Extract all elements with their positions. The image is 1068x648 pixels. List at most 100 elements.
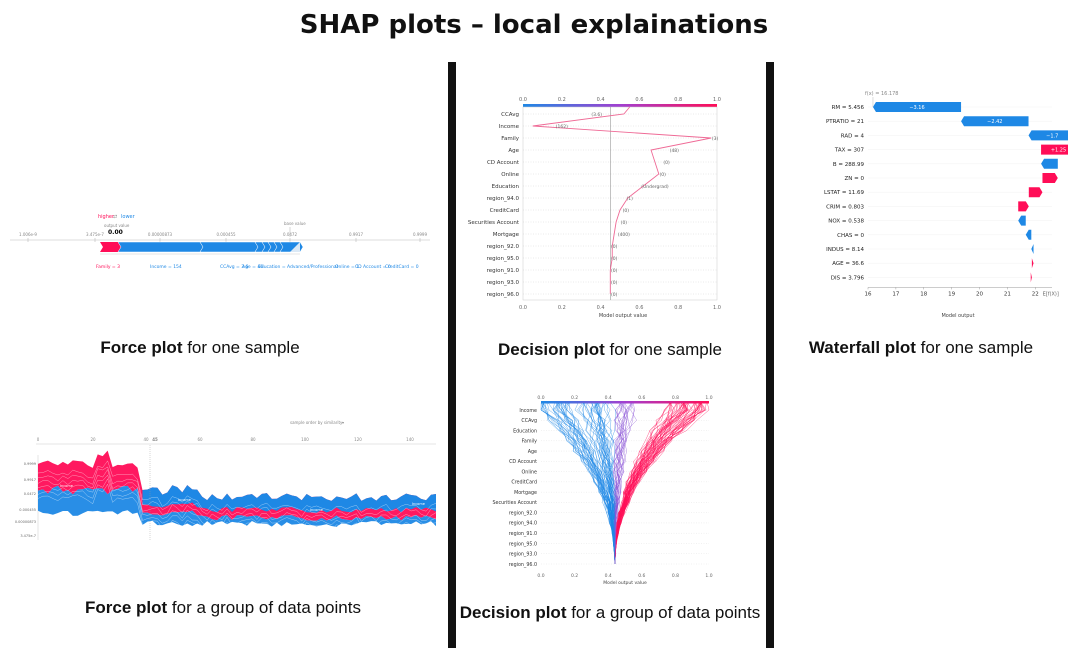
fg-y-tick: 0.00000873 [15,520,36,524]
d1-value-label: (3) [712,136,719,142]
force-blue-feature: CD Account = 0 [355,264,391,270]
page-title: SHAP plots – local explainations [299,10,769,40]
wf-x-tick: 20 [976,291,983,297]
d1-top-tick: 0.2 [558,97,566,103]
d2-decision-line [614,402,701,565]
d2-bottom-tick: 1.0 [705,573,712,579]
fg-y-tick: 0.9917 [24,478,36,482]
wf-x-tick: 19 [948,291,955,297]
d2-decision-line [614,402,703,565]
fg-blue-area-upper [142,485,436,513]
d2-decision-line [558,402,616,565]
force-axis-tick-label: 0.9999 [413,232,427,237]
fg-y-tick: 3.475e-7 [20,534,36,538]
wf-feature-label: LSTAT = 11.69 [824,190,865,196]
wf-bar [961,116,1029,127]
fg-top-tick: 20 [90,437,96,442]
wf-bar [1041,158,1058,169]
wf-feature-label: ZN = 0 [845,176,865,182]
force-red-feature: Family = 3 [96,264,120,270]
fg-y-tick: 0.000455 [19,508,36,512]
wf-bar [1018,215,1026,226]
d1-value-label: (0) [611,244,618,250]
d1-feature-label: region_94.0 [487,196,520,202]
fg-top-tick: 45 [152,437,158,442]
d2-feature-label: CreditCard [511,480,537,486]
d2-feature-label: region_96.0 [509,562,537,568]
wf-x-tick: 17 [892,291,899,297]
fg-top-tick: 40 [143,437,149,442]
d1-value-label: (48) [670,148,679,154]
force-axis-tick-label: 0.000455 [216,232,236,237]
wf-bar [1031,258,1034,269]
decision-group-xlabel: Model output value [603,580,647,586]
d2-decision-line [612,402,627,565]
force-blue-tail [290,242,300,252]
d2-decision-line [554,402,616,565]
force-plot-one-sample: higher ⇄ lower output value 0.00 base va… [10,214,430,270]
d1-value-label: (0) [663,160,670,166]
wf-feature-label: INDUS = 8.14 [826,247,864,253]
d1-top-tick: 1.0 [713,97,721,103]
wf-bar-label: −2.42 [987,119,1002,125]
caption-waterfall-one: Waterfall plot for one sample [808,338,1034,357]
wf-feature-label: AGE = 36.6 [832,261,864,267]
force-plot-group: sample order by similarity ▾ 0 20 40 45 60 80… [15,420,437,540]
fg-top-tick: 100 [301,437,309,442]
similarity-dropdown[interactable]: sample order by similarity [290,420,343,425]
d1-value-label: (0) [659,172,666,178]
d2-feature-label: Securities Account [492,500,537,506]
force-axis-tick-label: 0.9917 [349,232,363,237]
caption-force-one: Force plot for one sample [100,338,300,357]
d2-decision-line [614,402,702,565]
d1-value-label: (1) [627,196,634,202]
d1-bottom-tick: 0.6 [635,305,643,311]
d2-feature-label: Income [519,408,537,414]
d1-top-tick: 0.0 [519,97,527,103]
d1-feature-label: Securities Account [468,220,520,226]
d2-top-tick: 1.0 [705,395,712,401]
d2-top-tick: 0.6 [638,395,645,401]
d2-decision-line [614,402,702,565]
legend-arrow: ⇄ [113,214,117,220]
force-blue-feature: CreditCard = 0 [385,264,419,270]
d1-feature-label: CD Account [487,160,520,166]
d2-decision-line [614,402,683,565]
wf-bar [1041,144,1068,155]
wf-feature-label: RAD = 4 [841,133,865,139]
d1-top-tick: 0.8 [674,97,682,103]
wf-bar [1028,187,1043,198]
d2-decision-line [614,402,702,565]
decision-plot-one-sample: 0.0 0.2 0.4 0.6 0.8 1.0 CCAvg Income Family Age C… [468,97,721,319]
d2-top-tick: 0.2 [571,395,578,401]
d2-decision-line [555,402,616,565]
fg-area-label: Income [412,502,425,506]
d2-feature-label: region_91.0 [509,531,537,537]
d1-bottom-tick: 1.0 [713,305,721,311]
fg-y-tick: 0.9999 [24,462,36,466]
d2-decision-line [606,402,616,565]
d2-bottom-tick: 0.6 [638,573,645,579]
d2-colorbar [541,401,709,404]
d1-feature-label: region_92.0 [487,244,520,250]
base-value-label: base value [284,221,306,226]
wf-feature-label: CHAS = 0 [837,233,864,239]
d1-bottom-tick: 0.0 [519,305,527,311]
force-blue-feature: CCAvg = 3.6 [220,264,249,270]
legend-higher: higher [98,214,115,220]
d2-feature-label: region_92.0 [509,510,537,516]
force-axis-tick-label: 1.006e-9 [19,232,37,237]
d2-feature-label: CD Account [509,459,537,465]
d1-value-label: (162) [556,124,568,130]
force-blue-feature: Online = 1 [335,264,359,270]
dropdown-arrow-icon[interactable]: ▾ [342,420,344,425]
fg-top-tick: 80 [250,437,256,442]
waterfall-plot-one-sample: f(x) = 16.178 RM = 5.456 −3.16 PTRATIO = 2… [824,91,1068,319]
wf-bar [872,102,962,112]
wf-x-tick: 22 [1032,291,1039,297]
force-blue-feature: Education = Advanced/Professional [258,264,338,270]
wf-bar-label: −3.16 [909,105,924,111]
fg-area-label: Income [178,498,191,502]
d1-feature-label: CreditCard [490,208,519,214]
force-blue-feature: Income = 154 [150,264,182,270]
